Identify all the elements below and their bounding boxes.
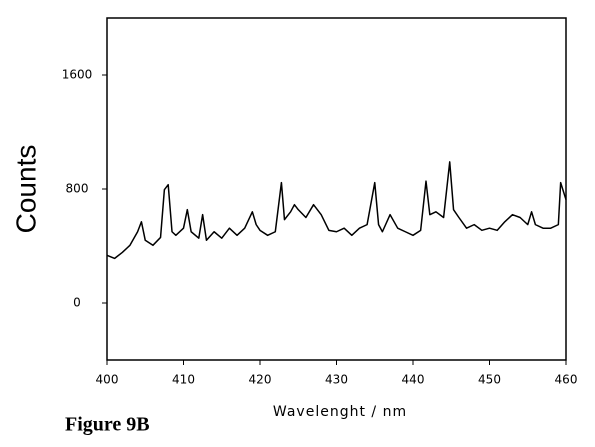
y-axis-label: Counts xyxy=(10,145,41,234)
x-tick-label: 450 xyxy=(478,373,501,387)
x-axis-label: Wavelenght / nm xyxy=(273,404,407,420)
x-tick-label: 420 xyxy=(249,373,272,387)
x-tick-label: 400 xyxy=(96,373,119,387)
y-tick-label: 1600 xyxy=(62,68,93,82)
x-tick-label: 440 xyxy=(402,373,425,387)
x-tick-label: 410 xyxy=(172,373,195,387)
plot-frame xyxy=(106,17,567,361)
x-tick-label: 430 xyxy=(325,373,348,387)
spectrum-line xyxy=(106,161,567,260)
caption: Figure 9B xyxy=(65,414,150,436)
y-tick-label: 800 xyxy=(66,182,89,196)
x-tick-label: 460 xyxy=(555,373,578,387)
y-tick-label: 0 xyxy=(73,296,81,310)
